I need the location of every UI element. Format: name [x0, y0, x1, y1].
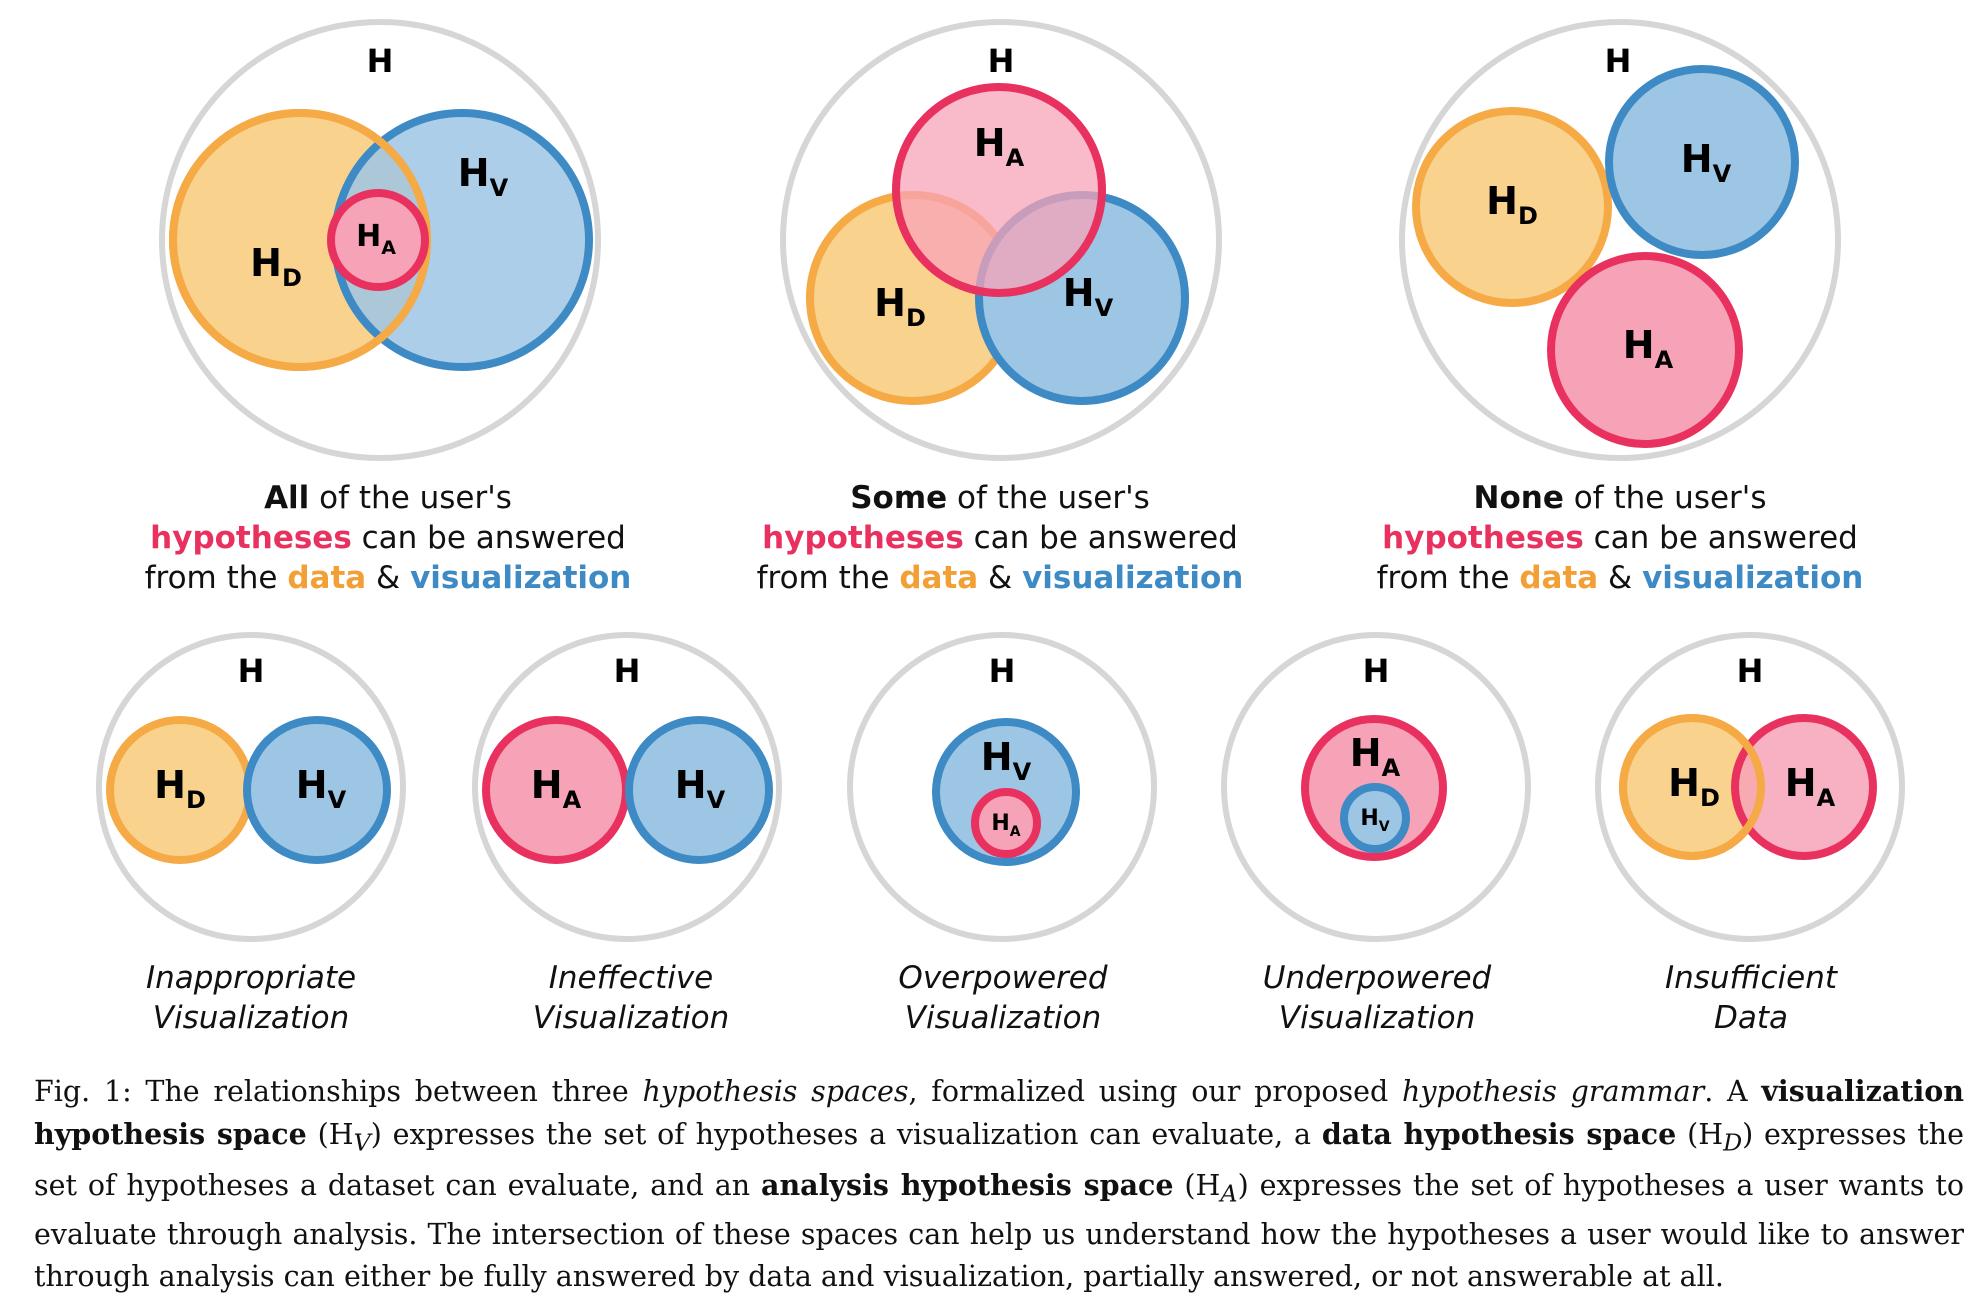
none-vis-circle [1605, 65, 1799, 259]
overpowered-analysis-circle [971, 788, 1041, 858]
top-caption-all: All of the user's hypotheses can be answe… [144, 480, 632, 596]
inappropriate-universe-label: H [238, 652, 265, 690]
bottom-caption-ineffective: Ineffective Visualization [532, 960, 730, 1036]
none-vis-label: HV [1681, 137, 1732, 188]
none-analysis-label: HA [1623, 323, 1674, 374]
top-caption-none: None of the user's hypotheses can be answ… [1376, 480, 1864, 596]
none-data-circle [1412, 107, 1612, 307]
all-universe-label: H [367, 42, 394, 80]
none-universe-label: H [1605, 42, 1632, 80]
insufficient-universe-label: H [1737, 652, 1764, 690]
all-analysis-circle [327, 189, 429, 291]
top-caption-some: Some of the user's hypotheses can be answ… [756, 480, 1244, 596]
ineffective-analysis-label: HA [531, 763, 582, 814]
bottom-caption-underpowered: Underpowered Visualization [1262, 960, 1492, 1036]
inappropriate-data-label: HD [154, 763, 206, 814]
all-vis-label: HV [458, 151, 509, 202]
hypothesis-space-diagram: H HD HV HA H HD HV HA H HD HV HA H H H H H HD HV HA HV HV HA HA… [96, 19, 1905, 942]
some-analysis-circle [892, 83, 1106, 297]
underpowered-vis-circle [1340, 783, 1410, 853]
insufficient-analysis-circle [1731, 714, 1877, 860]
bottom-caption-inappropriate: Inappropriate Visualization [145, 960, 357, 1036]
overpowered-vis-label: HV [981, 735, 1032, 786]
some-data-label: HD [874, 281, 926, 332]
some-universe-label: H [988, 42, 1015, 80]
overpowered-analysis-label: HA [991, 811, 1020, 840]
some-vis-label: HV [1063, 271, 1114, 322]
inappropriate-vis-label: HV [296, 763, 347, 814]
underpowered-vis-label: HV [1360, 806, 1389, 835]
inappropriate-vis-circle [243, 716, 391, 864]
insufficient-data-outline [1619, 714, 1765, 860]
some-analysis-label: HA [974, 121, 1025, 172]
figure-caption: Fig. 1: The relationships between three … [34, 1074, 1965, 1294]
ineffective-universe-label: H [614, 652, 641, 690]
insufficient-data-label: HD [1668, 761, 1720, 812]
none-data-label: HD [1486, 179, 1538, 230]
underpowered-universe-label: H [1363, 652, 1390, 690]
all-analysis-label: HA [356, 219, 396, 259]
ineffective-vis-label: HV [675, 763, 726, 814]
all-data-label: HD [250, 241, 302, 292]
bottom-caption-insufficient: Insufficient Data [1664, 960, 1838, 1036]
bottom-caption-overpowered: Overpowered Visualization [898, 960, 1108, 1036]
insufficient-analysis-label: HA [1785, 761, 1836, 812]
underpowered-analysis-label: HA [1350, 731, 1401, 782]
none-analysis-circle [1547, 252, 1743, 448]
ineffective-vis-circle [625, 716, 773, 864]
overpowered-universe-label: H [989, 652, 1016, 690]
